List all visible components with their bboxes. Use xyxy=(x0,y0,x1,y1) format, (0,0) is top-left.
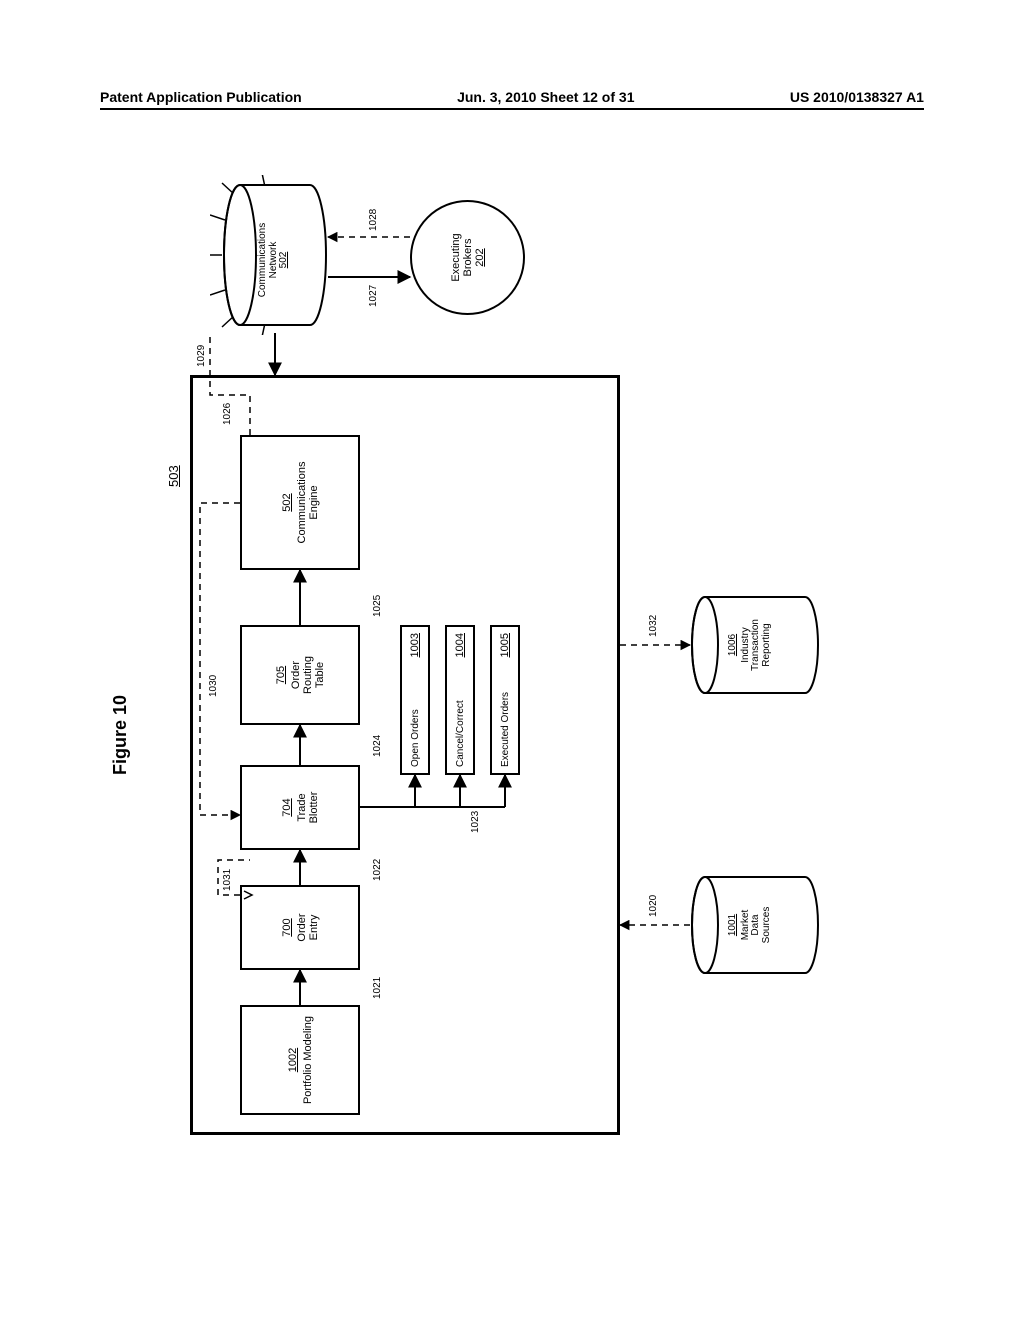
node-label: Communications Engine xyxy=(296,462,320,544)
node-label: Executed Orders xyxy=(500,692,511,767)
header-mid: Jun. 3, 2010 Sheet 12 of 31 xyxy=(457,89,634,105)
cylinder-industry-reporting: 1006 Industry Transaction Reporting xyxy=(690,595,820,695)
edge-label: 1032 xyxy=(648,615,659,637)
node-ref: 1003 xyxy=(409,633,421,657)
node-label: Order Entry xyxy=(296,913,320,941)
node-ref: 1005 xyxy=(499,633,511,657)
edge-label: 1025 xyxy=(372,595,383,617)
edge-label: 1026 xyxy=(222,403,233,425)
cyl-ref: 1006 xyxy=(728,595,739,695)
diagram-wrap: Figure 10 503 1002 Portfolio Modeling 70… xyxy=(100,135,924,1195)
node-portfolio-modeling: 1002 Portfolio Modeling xyxy=(240,1005,360,1115)
edge-label: 1023 xyxy=(470,811,481,833)
edge-label: 1024 xyxy=(372,735,383,757)
circle-executing-brokers: Executing Brokers 202 xyxy=(410,200,525,315)
edge-label: 1022 xyxy=(372,859,383,881)
edge-label: 1030 xyxy=(208,675,219,697)
node-communications-engine: 502 Communications Engine xyxy=(240,435,360,570)
page: Patent Application Publication Jun. 3, 2… xyxy=(0,0,1024,1320)
node-trade-blotter: 704 Trade Blotter xyxy=(240,765,360,850)
node-order-entry: 700 Order Entry xyxy=(240,885,360,970)
node-label: Open Orders xyxy=(410,709,421,767)
edge-label: 1021 xyxy=(372,977,383,999)
diagram-stage: Figure 10 503 1002 Portfolio Modeling 70… xyxy=(100,135,924,1195)
node-ref: 1004 xyxy=(454,633,466,657)
circle-ref: 202 xyxy=(474,248,486,266)
node-open-orders: Open Orders 1003 xyxy=(400,625,430,775)
node-label: Cancel/Correct xyxy=(455,700,466,767)
node-ref: 705 xyxy=(275,666,287,684)
node-label: Portfolio Modeling xyxy=(302,1016,314,1104)
figure-title: Figure 10 xyxy=(110,695,131,775)
edge-label: 1029 xyxy=(196,345,207,367)
edge-label: 1020 xyxy=(648,895,659,917)
node-ref: 700 xyxy=(281,918,293,936)
edge-label: 1031 xyxy=(222,869,233,891)
cylinder-market-data: 1001 Market Data Sources xyxy=(690,875,820,975)
cyl-ref: 1001 xyxy=(728,875,739,975)
circle-label: Executing Brokers xyxy=(450,233,474,281)
header-left: Patent Application Publication xyxy=(100,89,302,105)
container-ref: 503 xyxy=(166,465,181,487)
edge-label: 1027 xyxy=(368,285,379,307)
node-executed-orders: Executed Orders 1005 xyxy=(490,625,520,775)
page-header: Patent Application Publication Jun. 3, 2… xyxy=(100,82,924,110)
cyl-ref: 502 xyxy=(279,185,290,335)
node-ref: 704 xyxy=(281,798,293,816)
node-cancel-correct: Cancel/Correct 1004 xyxy=(445,625,475,775)
edge-label: 1028 xyxy=(368,209,379,231)
header-right: US 2010/0138327 A1 xyxy=(790,89,924,105)
cyl-label: Communications Network xyxy=(258,185,279,335)
node-order-routing-table: 705 Order Routing Table xyxy=(240,625,360,725)
cyl-label: Industry Transaction Reporting xyxy=(741,595,773,695)
node-label: Order Routing Table xyxy=(290,656,326,694)
node-ref: 1002 xyxy=(287,1048,299,1072)
cylinder-communications-network: Communications Network 502 xyxy=(210,185,330,335)
node-label: Trade Blotter xyxy=(296,792,320,824)
node-ref: 502 xyxy=(281,493,293,511)
cyl-label: Market Data Sources xyxy=(741,875,773,975)
